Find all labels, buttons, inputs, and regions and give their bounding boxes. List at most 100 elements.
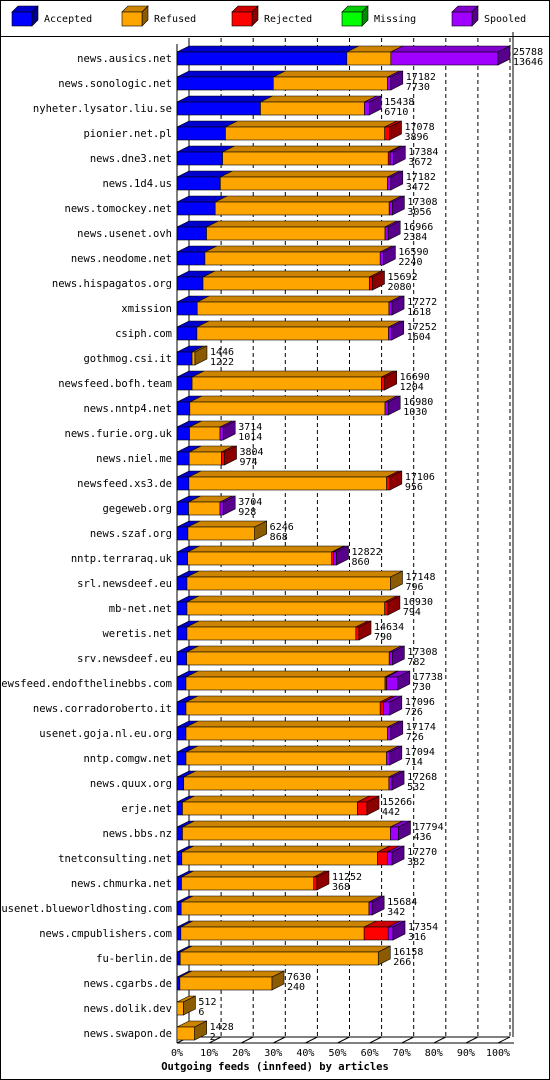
bar-segment: [176, 45, 359, 66]
bar-front: [176, 601, 188, 616]
category-label: news.nntp4.net: [83, 403, 172, 415]
bar-front: [176, 451, 190, 466]
row-total: 1446: [210, 347, 234, 358]
bar-front: [176, 1001, 184, 1016]
row-total: 17384: [408, 147, 438, 158]
bar-segment: [388, 195, 405, 216]
row-total: 17078: [405, 122, 435, 133]
legend-label: Refused: [154, 14, 196, 25]
bar-segment: [185, 720, 400, 741]
bar-segment: [176, 445, 202, 466]
bar-front: [389, 151, 394, 166]
bar-front: [176, 551, 188, 566]
bar-side: [368, 95, 382, 116]
bar-side: [391, 320, 405, 341]
row-total: 17270: [407, 847, 437, 858]
row-accepted: 6710: [384, 107, 408, 118]
bar-side: [271, 970, 285, 991]
bar-segment: [387, 920, 406, 941]
bar-front: [384, 126, 390, 141]
bar-top: [186, 620, 368, 628]
bar-front: [181, 876, 315, 891]
bar-top: [186, 645, 402, 653]
bar-side: [390, 170, 404, 191]
row-accepted: 714: [405, 757, 423, 768]
bar-front: [176, 726, 187, 741]
bar-front: [214, 201, 390, 216]
bar-side: [397, 670, 411, 691]
bar-front: [346, 51, 392, 66]
category-label: mb-net.net: [109, 603, 172, 615]
bar-top: [186, 570, 403, 578]
bar-segment: [220, 170, 400, 191]
bar-side: [389, 745, 403, 766]
bar-top: [202, 270, 382, 278]
bar-segment: [185, 670, 398, 691]
bar-front: [220, 451, 225, 466]
bar-segment: [182, 820, 403, 841]
bar-segment: [384, 120, 402, 141]
bar-front: [196, 326, 389, 341]
legend-swatch: [451, 11, 473, 27]
category-label: erje.net: [121, 803, 172, 815]
bar-front: [188, 476, 387, 491]
bar-front: [176, 176, 221, 191]
bar-front: [176, 951, 181, 966]
legend-swatch: [341, 11, 363, 27]
row-accepted: 436: [413, 832, 431, 843]
bar-front: [387, 176, 392, 191]
bar-top: [179, 970, 285, 978]
bar-segment: [368, 270, 385, 291]
bar-front: [188, 501, 221, 516]
row-total: 17268: [407, 772, 437, 783]
category-label: news.furie.org.uk: [65, 428, 173, 440]
bar-segment: [386, 670, 411, 691]
bar-front: [176, 301, 198, 316]
bar-segment: [388, 320, 405, 341]
bar-front: [384, 601, 389, 616]
row-accepted: 7730: [406, 82, 430, 93]
bar-top: [222, 145, 401, 153]
row-accepted: 726: [405, 707, 423, 718]
category-label: news.cmpublishers.com: [39, 928, 172, 940]
bar-front: [181, 851, 378, 866]
bar-segment: [355, 620, 372, 641]
category-label: news.tomockey.net: [65, 203, 172, 215]
bar-segment: [384, 220, 401, 241]
bar-front: [182, 801, 358, 816]
bar-segment: [204, 245, 393, 266]
bar-segment: [260, 95, 377, 116]
bar-front: [176, 151, 223, 166]
bar-front: [191, 376, 382, 391]
bar-front: [176, 526, 189, 541]
row-total: 7630: [287, 972, 311, 983]
bar-segment: [368, 895, 385, 916]
category-label: newsfeed.xs3.de: [77, 478, 172, 490]
bar-top: [225, 120, 397, 128]
category-label: xmission: [121, 303, 172, 315]
category-label: news.usenet.ovh: [77, 228, 172, 240]
bar-side: [222, 495, 236, 516]
bar-front: [176, 51, 348, 66]
bar-top: [187, 520, 267, 528]
bar-side: [389, 470, 403, 491]
category-label: news.cgarbs.de: [83, 978, 172, 990]
bar-front: [180, 926, 365, 941]
bar-front: [368, 276, 373, 291]
bar-segment: [390, 45, 511, 66]
bar-front: [187, 551, 333, 566]
row-total: 25788: [513, 47, 543, 58]
bar-segment: [387, 170, 404, 191]
category-label: news.dne3.net: [90, 153, 172, 165]
bar-segment: [272, 70, 400, 91]
bar-segment: [176, 70, 286, 91]
bar-segment: [202, 270, 382, 291]
bar-front: [183, 776, 390, 791]
row-total: 12822: [352, 547, 382, 558]
bar-side: [224, 445, 237, 466]
bar-front: [313, 876, 318, 891]
row-accepted: 240: [287, 982, 305, 993]
bar-front: [390, 826, 399, 841]
bar-front: [185, 676, 386, 691]
